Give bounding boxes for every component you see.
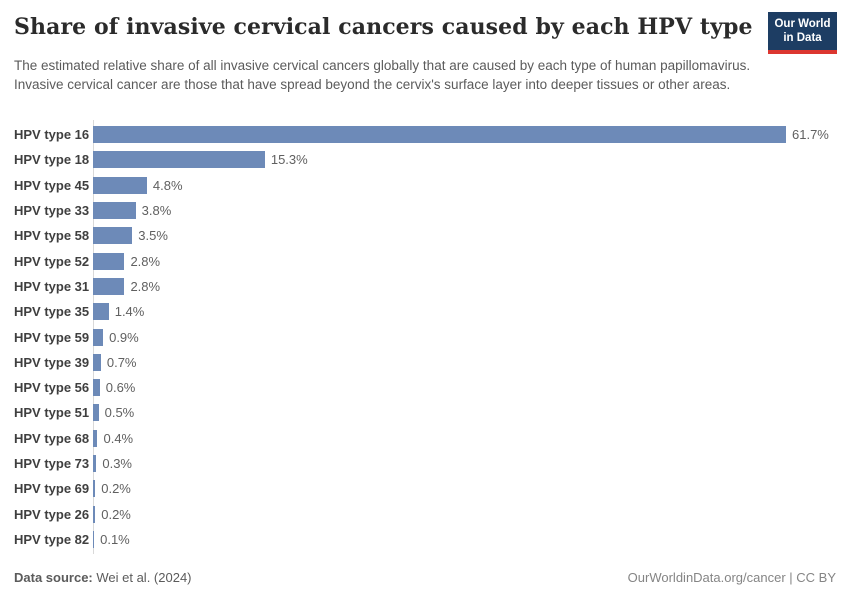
bar[interactable] bbox=[93, 176, 147, 194]
bar[interactable] bbox=[93, 480, 96, 498]
row-label: HPV type 59 bbox=[14, 329, 90, 345]
row-label: HPV type 52 bbox=[14, 253, 90, 269]
chart-row: HPV type 58 3.5% bbox=[14, 223, 844, 248]
bar[interactable] bbox=[93, 455, 97, 472]
bar-wrap: 15.3% bbox=[93, 151, 844, 169]
bar-value: 1.4% bbox=[114, 304, 145, 320]
bar-value: 0.6% bbox=[105, 380, 136, 396]
bar-wrap: 2.8% bbox=[93, 252, 844, 270]
bar-wrap: 0.1% bbox=[93, 530, 844, 548]
chart-title: Share of invasive cervical cancers cause… bbox=[14, 14, 753, 40]
bar[interactable] bbox=[93, 353, 101, 371]
bar-wrap: 2.8% bbox=[93, 277, 844, 295]
bar-value: 0.4% bbox=[103, 430, 134, 446]
chart-row: HPV type 73 0.3% bbox=[14, 451, 844, 476]
row-label: HPV type 33 bbox=[14, 203, 90, 219]
bar-wrap: 3.5% bbox=[93, 227, 844, 245]
data-source-label: Data source: bbox=[14, 570, 93, 585]
bar-value: 0.1% bbox=[100, 531, 130, 547]
owid-logo[interactable]: Our World in Data bbox=[768, 12, 837, 54]
credit-link[interactable]: OurWorldinData.org/cancer | CC BY bbox=[627, 570, 836, 585]
bar[interactable] bbox=[93, 530, 95, 548]
row-label: HPV type 58 bbox=[14, 228, 90, 244]
bar[interactable] bbox=[93, 303, 109, 321]
chart-row: HPV type 45 4.8% bbox=[14, 173, 844, 198]
chart-rows: HPV type 16 61.7% HPV type 18 15.3% HPV … bbox=[14, 122, 844, 552]
row-label: HPV type 31 bbox=[14, 278, 90, 294]
bar[interactable] bbox=[93, 505, 96, 523]
bar-wrap: 4.8% bbox=[93, 176, 844, 194]
bar[interactable] bbox=[93, 151, 265, 169]
bar-value: 2.8% bbox=[130, 278, 161, 294]
bar-value: 0.7% bbox=[106, 354, 137, 370]
bar-wrap: 0.2% bbox=[93, 480, 844, 498]
bar[interactable] bbox=[93, 227, 133, 245]
bar-value: 4.8% bbox=[152, 177, 183, 193]
chart-row: HPV type 16 61.7% bbox=[14, 122, 844, 147]
owid-logo-line1: Our World bbox=[774, 18, 831, 30]
bar[interactable] bbox=[93, 404, 99, 422]
row-label: HPV type 16 bbox=[14, 127, 90, 143]
row-label: HPV type 68 bbox=[14, 430, 90, 446]
bar-wrap: 0.6% bbox=[93, 379, 844, 397]
row-label: HPV type 45 bbox=[14, 177, 90, 193]
data-source-value: Wei et al. (2024) bbox=[92, 570, 192, 585]
chart-row: HPV type 68 0.4% bbox=[14, 426, 844, 451]
row-label: HPV type 26 bbox=[14, 506, 90, 522]
chart-footer: Data source: Wei et al. (2024) OurWorldi… bbox=[14, 570, 836, 585]
bar-value: 3.5% bbox=[138, 228, 168, 244]
bar[interactable] bbox=[93, 328, 104, 346]
bar-wrap: 0.2% bbox=[93, 505, 844, 523]
chart-row: HPV type 31 2.8% bbox=[14, 274, 844, 299]
bar[interactable] bbox=[93, 202, 136, 220]
row-label: HPV type 51 bbox=[14, 405, 90, 421]
row-label: HPV type 18 bbox=[14, 152, 90, 168]
bar-value: 3.8% bbox=[141, 203, 172, 219]
bar-value: 61.7% bbox=[792, 127, 829, 143]
row-label: HPV type 35 bbox=[14, 304, 90, 320]
bar-value: 15.3% bbox=[270, 152, 308, 168]
bar-wrap: 0.5% bbox=[93, 404, 844, 422]
bar[interactable] bbox=[93, 379, 100, 397]
row-label: HPV type 69 bbox=[14, 481, 90, 497]
bar-wrap: 0.9% bbox=[93, 328, 844, 346]
row-label: HPV type 56 bbox=[14, 380, 90, 396]
chart-row: HPV type 82 0.1% bbox=[14, 527, 844, 552]
chart-row: HPV type 69 0.2% bbox=[14, 476, 844, 501]
chart-row: HPV type 52 2.8% bbox=[14, 248, 844, 273]
row-label: HPV type 39 bbox=[14, 354, 90, 370]
bar-value: 0.9% bbox=[109, 329, 139, 345]
bar[interactable] bbox=[93, 277, 125, 295]
bar-wrap: 0.3% bbox=[93, 455, 844, 472]
bar-wrap: 61.7% bbox=[93, 126, 844, 144]
bar-value: 0.2% bbox=[101, 481, 131, 497]
bar[interactable] bbox=[93, 429, 98, 447]
chart-row: HPV type 26 0.2% bbox=[14, 501, 844, 526]
chart-row: HPV type 56 0.6% bbox=[14, 375, 844, 400]
chart-row: HPV type 35 1.4% bbox=[14, 299, 844, 324]
chart-row: HPV type 18 15.3% bbox=[14, 147, 844, 172]
bar[interactable] bbox=[93, 252, 125, 270]
bar-wrap: 0.7% bbox=[93, 353, 844, 371]
chart-row: HPV type 59 0.9% bbox=[14, 324, 844, 349]
bar-wrap: 0.4% bbox=[93, 429, 844, 447]
bar-value: 0.5% bbox=[104, 405, 135, 421]
owid-logo-line2: in Data bbox=[783, 32, 822, 45]
row-label: HPV type 82 bbox=[14, 531, 90, 547]
bar-chart: HPV type 16 61.7% HPV type 18 15.3% HPV … bbox=[14, 120, 844, 554]
data-source: Data source: Wei et al. (2024) bbox=[14, 570, 192, 585]
chart-row: HPV type 33 3.8% bbox=[14, 198, 844, 223]
bar-wrap: 1.4% bbox=[93, 303, 844, 321]
row-label: HPV type 73 bbox=[14, 456, 90, 471]
chart-row: HPV type 51 0.5% bbox=[14, 400, 844, 425]
bar-value: 2.8% bbox=[130, 253, 161, 269]
chart-subtitle: The estimated relative share of all inva… bbox=[14, 58, 751, 93]
chart-row: HPV type 39 0.7% bbox=[14, 350, 844, 375]
bar-value: 0.2% bbox=[101, 506, 131, 522]
bar-value: 0.3% bbox=[102, 456, 132, 471]
bar[interactable] bbox=[93, 126, 786, 144]
bar-wrap: 3.8% bbox=[93, 202, 844, 220]
